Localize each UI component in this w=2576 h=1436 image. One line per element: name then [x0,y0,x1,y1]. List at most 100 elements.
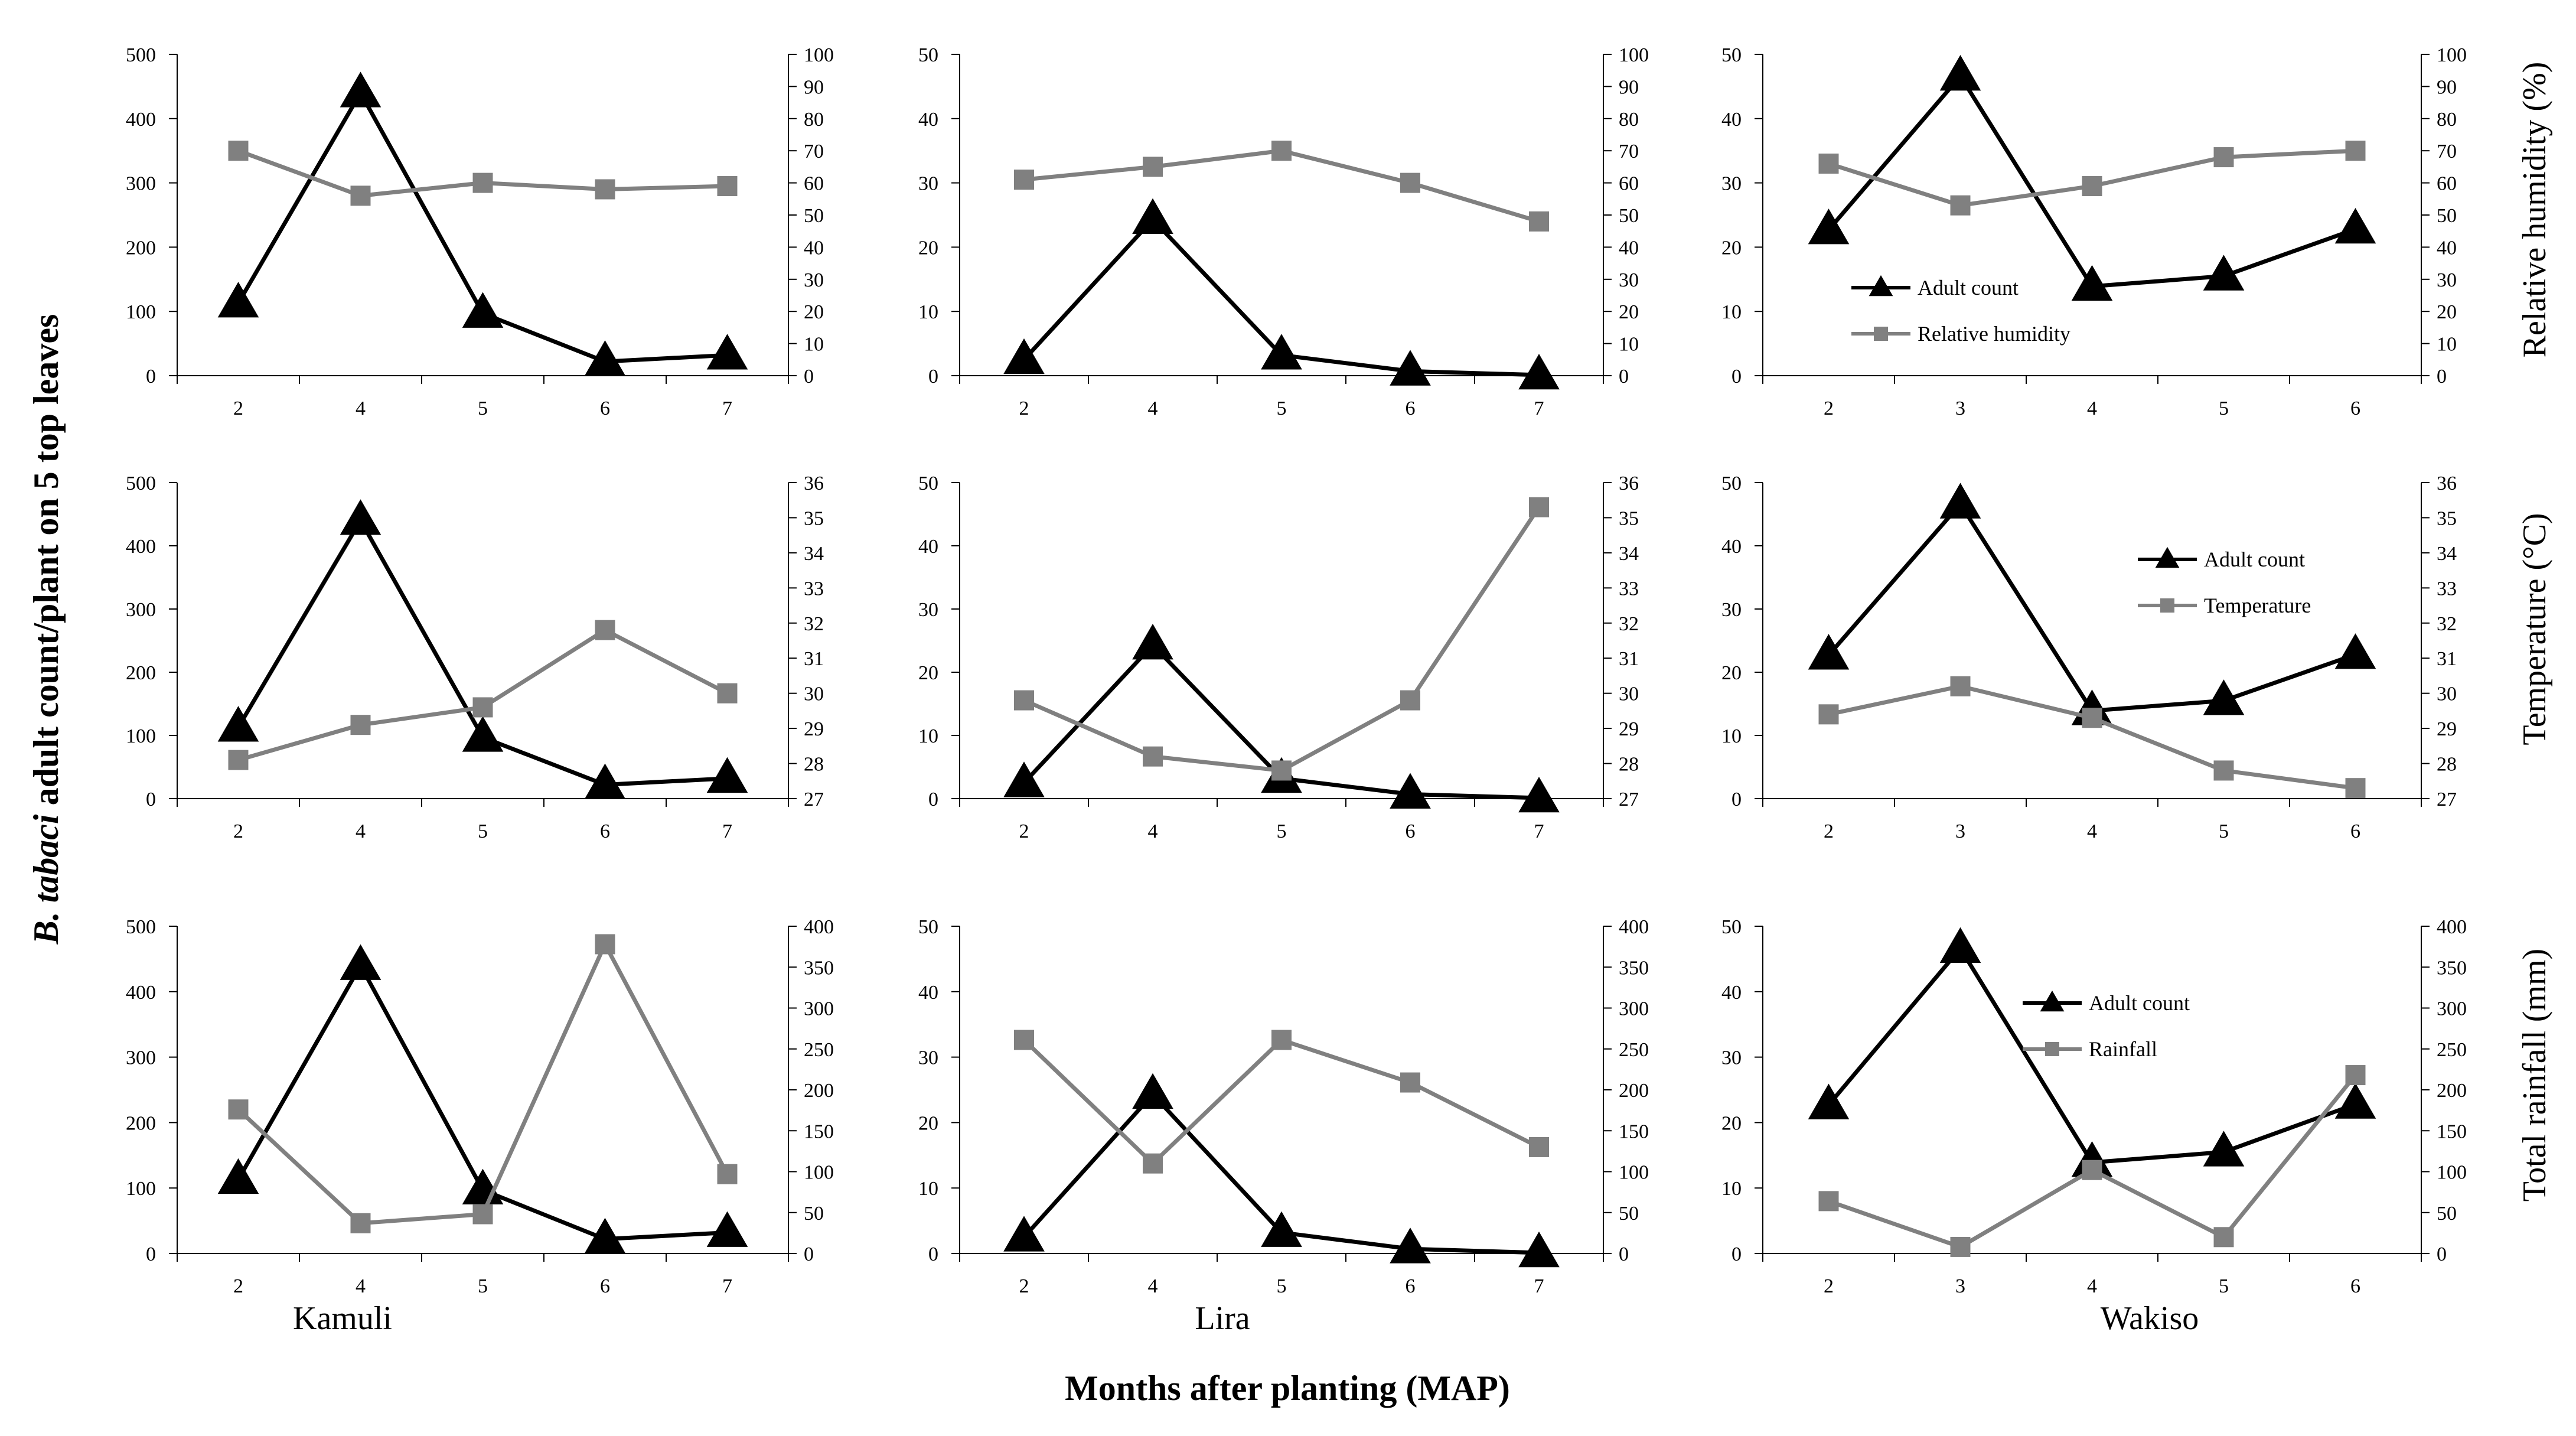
data-point-adult-count [1132,198,1173,234]
left-tick-label: 10 [1721,725,1742,747]
right-tick-label: 150 [804,1121,834,1142]
right-tick-label: 50 [2437,205,2457,227]
data-point-adult-count [2334,1083,2376,1119]
left-tick-label: 0 [1732,789,1742,810]
left-tick-label: 30 [1721,599,1742,621]
data-point-rainfall [2213,1227,2234,1248]
right-tick-label: 32 [2437,613,2457,635]
x-tick-label: 3 [1955,1275,1965,1297]
data-point-adult-count [1518,776,1560,813]
right-tick-label: 250 [1619,1039,1649,1061]
left-tick-label: 0 [928,366,938,388]
left-tick-label: 30 [918,173,938,195]
x-tick-label: 2 [233,398,243,419]
panel-kamuli-relative-humidity: 0 100 200 300 400 500 0 10 20 30 40 50 60 70 80 90 100 2 4… [126,44,834,419]
site-label-lira: Lira [1195,1300,1250,1337]
data-point-rainfall [2082,1160,2102,1180]
data-point-adult-count [1808,209,1850,245]
right-tick-label: 200 [1619,1080,1649,1102]
right-tick-label: 350 [1619,957,1649,979]
left-tick-label: 40 [918,536,938,558]
x-tick-label: 6 [2350,398,2360,419]
data-point-temperature [1818,704,1839,725]
x-tick-label: 7 [722,820,732,842]
data-point-adult-count [217,706,259,742]
right-tick-label: 50 [1619,1203,1639,1225]
left-tick-label: 20 [918,237,938,259]
x-tick-label: 2 [233,1275,243,1297]
x-tick-label: 5 [2219,398,2229,419]
right-tick-label: 0 [2437,1243,2447,1265]
right-tick-label: 30 [804,269,824,291]
left-tick-label: 10 [918,725,938,747]
right-tick-label: 60 [804,173,824,195]
right-tick-label: 33 [2437,578,2457,600]
x-tick-label: 2 [1019,1275,1029,1297]
data-point-adult-count [1390,350,1431,386]
y-axis-title-species: B. tabaci [27,814,66,945]
data-point-relative-humidity [2082,176,2102,197]
x-tick-label: 6 [600,398,610,419]
x-tick-label: 6 [600,1275,610,1297]
data-point-temperature [350,715,371,735]
right-tick-label: 100 [1619,44,1649,66]
right-tick-label: 10 [2437,334,2457,356]
left-tick-label: 300 [126,599,156,621]
right-tick-label: 30 [1619,269,1639,291]
left-tick-label: 50 [1721,473,1742,494]
left-tick-label: 500 [126,916,156,938]
data-point-rainfall [1818,1191,1839,1212]
right-tick-label: 70 [804,141,824,162]
data-point-adult-count [1939,927,1981,963]
data-point-adult-count [1518,1231,1560,1268]
data-point-adult-count [1939,483,1981,519]
x-tick-label: 7 [1534,1275,1544,1297]
data-point-adult-count [2334,633,2376,669]
left-tick-label: 50 [918,44,938,66]
x-axis-title: Months after planting (MAP) [1065,1369,1510,1408]
data-point-adult-count [217,1158,259,1194]
data-point-adult-count [340,944,381,980]
data-point-rainfall [472,1204,493,1225]
right-tick-label: 100 [804,44,834,66]
left-tick-label: 100 [126,725,156,747]
data-point-rainfall [717,1164,738,1184]
data-point-relative-humidity [1143,157,1163,177]
data-point-adult-count [1808,1083,1850,1119]
right-tick-label: 31 [1619,648,1639,670]
data-point-adult-count [1003,761,1045,797]
right-tick-label: 90 [2437,76,2457,98]
data-point-rainfall [228,1099,249,1120]
left-tick-label: 0 [1732,1243,1742,1265]
x-tick-label: 2 [1019,820,1029,842]
right-axis-title-temperature: Temperature (°C) [2516,513,2553,745]
data-point-adult-count [340,71,381,108]
right-tick-label: 20 [2437,301,2457,323]
x-tick-label: 4 [356,398,366,419]
x-tick-label: 4 [356,1275,366,1297]
left-tick-label: 20 [1721,662,1742,684]
data-point-adult-count [1003,338,1045,375]
data-point-temperature [472,697,493,718]
right-tick-label: 60 [2437,173,2457,195]
right-tick-label: 100 [2437,1162,2467,1184]
data-point-relative-humidity [2345,141,2366,161]
x-tick-label: 5 [478,398,488,419]
right-tick-label: 200 [804,1080,834,1102]
panel-wakiso-rainfall: 0 10 20 30 40 50 0 50 100 150 200 250 300 350 400 2 3 4 5 6… [1721,916,2467,1297]
right-tick-label: 32 [804,613,824,635]
right-tick-label: 250 [2437,1039,2467,1061]
data-point-temperature [2213,760,2234,781]
right-tick-label: 34 [2437,543,2457,565]
data-point-adult-count [2334,207,2376,244]
data-point-adult-count [1261,1211,1302,1247]
left-tick-label: 40 [918,982,938,1004]
data-point-adult-count [1390,773,1431,809]
x-tick-label: 4 [2087,398,2097,419]
right-tick-label: 28 [2437,754,2457,776]
data-point-rainfall [1950,1236,1971,1257]
left-tick-label: 40 [1721,536,1742,558]
panel-lira-temperature: 0 10 20 30 40 50 27 28 29 30 31 32 33 34 35 36 2 4 5 6 7 [918,473,1639,842]
